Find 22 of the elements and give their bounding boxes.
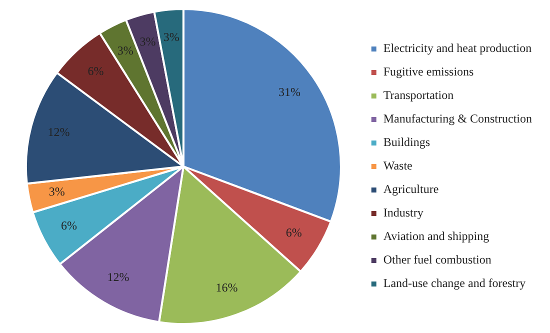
data-label: 3% (48, 184, 65, 199)
legend-label: Land-use change and forestry (383, 276, 526, 290)
data-label: 6% (61, 218, 77, 233)
data-label: 31% (278, 85, 301, 100)
data-label: 6% (88, 64, 104, 78)
data-label: 6% (286, 226, 302, 240)
legend-label: Aviation and shipping (383, 229, 490, 244)
legend-label: Industry (383, 206, 424, 220)
data-label: 12% (107, 270, 130, 284)
legend-label: Electricity and heat production (383, 41, 532, 56)
data-label: 3% (140, 34, 156, 49)
legend-label: Buildings (383, 135, 430, 150)
data-label: 16% (216, 280, 238, 294)
legend-label: Waste (383, 158, 412, 173)
legend-label: Other fuel combustion (383, 252, 492, 267)
legend-label: Agriculture (383, 182, 439, 196)
data-label: 12% (48, 124, 70, 139)
legend-label: Manufacturing & Construction (383, 112, 532, 126)
legend-label: Transportation (383, 88, 454, 102)
legend-label: Fugitive emissions (383, 64, 474, 79)
data-label: 3% (163, 30, 180, 44)
data-label: 3% (117, 43, 134, 58)
